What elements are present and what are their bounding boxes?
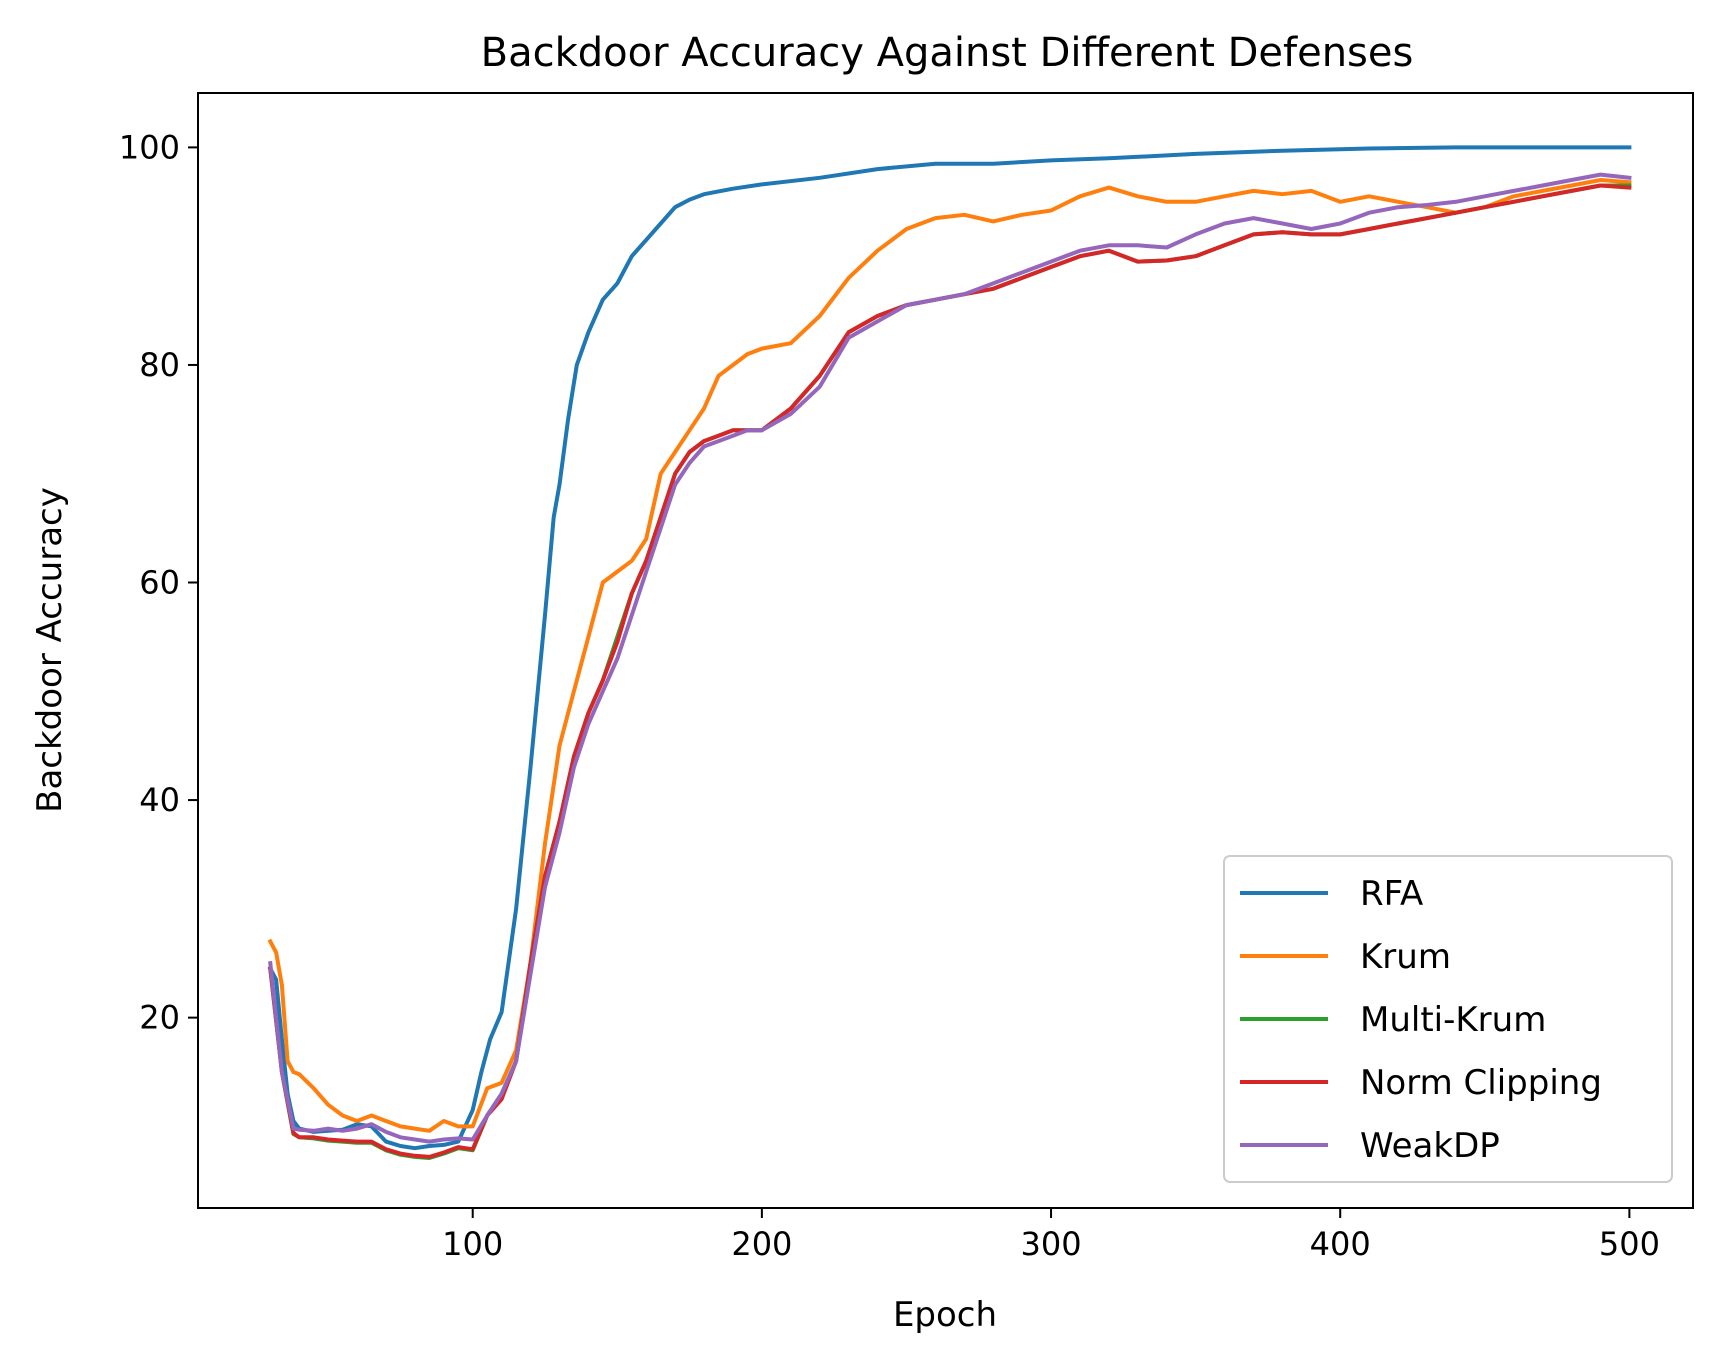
y-axis-ticks: 20 40 60 80 100 <box>119 128 198 1037</box>
chart-title: Backdoor Accuracy Against Different Defe… <box>481 30 1414 76</box>
legend-box <box>1223 855 1673 1183</box>
y-tick-label: 60 <box>139 564 180 602</box>
legend-label: Krum <box>1360 937 1451 977</box>
legend-label: Norm Clipping <box>1360 1063 1602 1103</box>
plot-area-frame <box>197 92 1694 1209</box>
series-line-rfa <box>267 145 1632 1151</box>
series-layer <box>267 145 1632 1160</box>
legend-label: Multi-Krum <box>1360 1000 1546 1040</box>
legend-label: RFA <box>1360 874 1423 914</box>
y-axis-label: Backdoor Accuracy <box>30 487 70 813</box>
series-line-norm-clipping <box>268 183 1632 1159</box>
legend: RFA Krum Multi-Krum Norm Clipping WeakDP <box>1223 855 1673 1183</box>
y-tick-label: 20 <box>139 999 180 1037</box>
x-tick-label: 400 <box>1310 1225 1371 1263</box>
y-tick-label: 100 <box>119 128 180 166</box>
x-tick-label: 500 <box>1599 1225 1660 1263</box>
series-line-weakdp <box>268 172 1632 1144</box>
x-axis-label: Epoch <box>893 1295 997 1335</box>
x-tick-label: 100 <box>442 1225 503 1263</box>
y-tick-label: 80 <box>139 346 180 384</box>
series-line-krum <box>267 178 1632 1133</box>
x-tick-label: 200 <box>731 1225 792 1263</box>
x-tick-label: 300 <box>1021 1225 1082 1263</box>
y-tick-label: 40 <box>139 781 180 819</box>
legend-label: WeakDP <box>1360 1126 1500 1166</box>
x-axis-ticks: 100 200 300 400 500 <box>442 1208 1660 1263</box>
